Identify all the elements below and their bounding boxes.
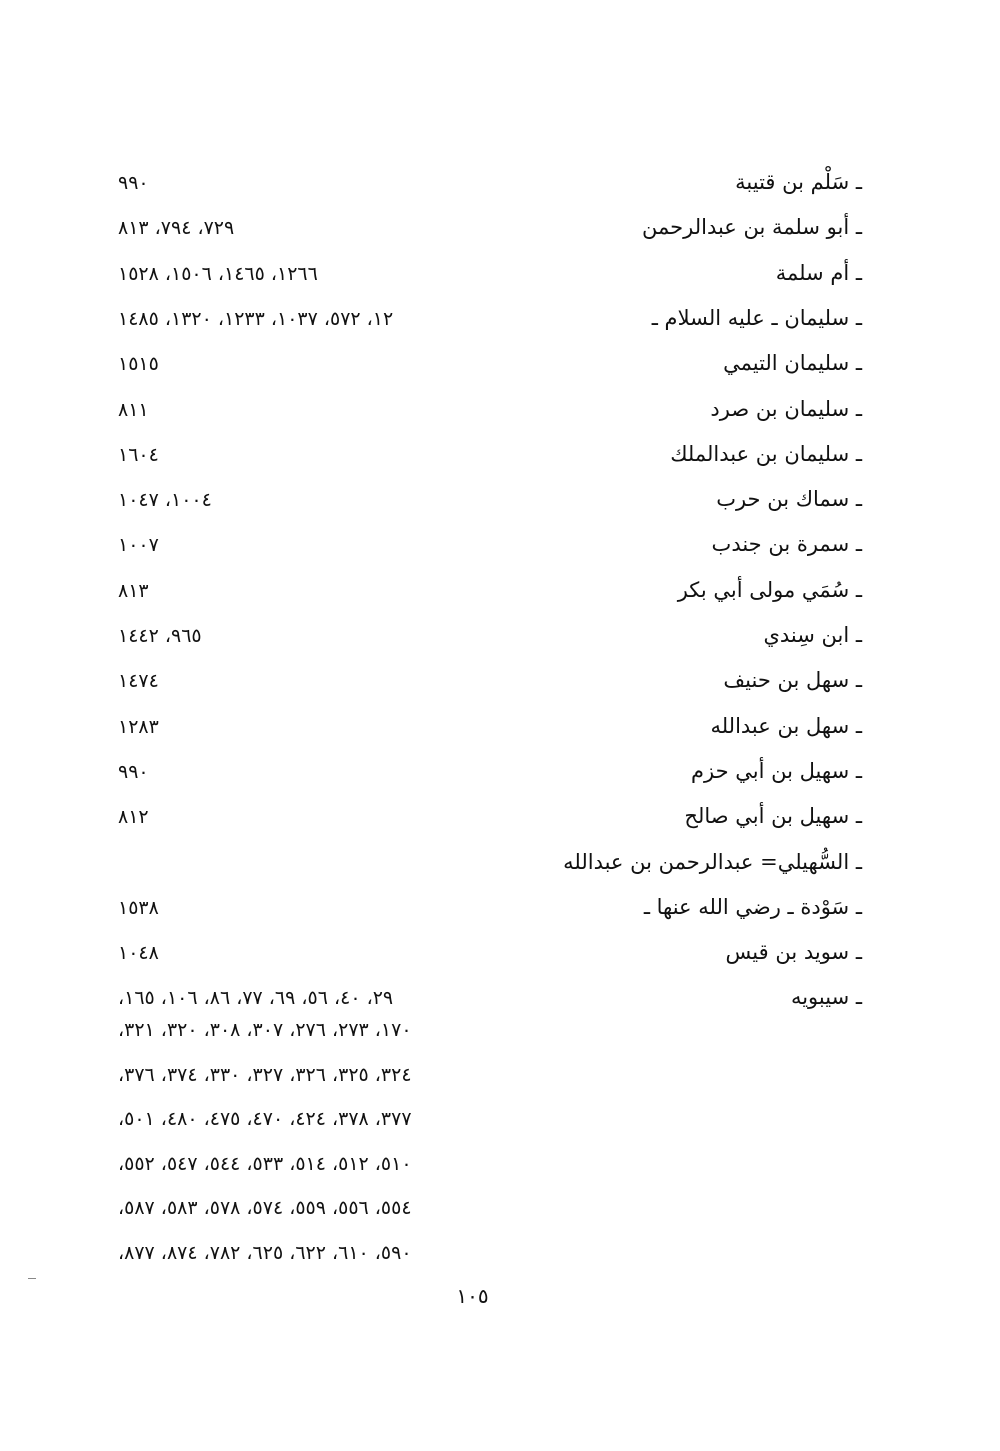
entry-pages: ٨١١ bbox=[118, 398, 149, 421]
entry-pages-continuation: ٣٢٤، ٣٢٥، ٣٢٦، ٣٢٧، ٣٣٠، ٣٧٤، ٣٧٦، bbox=[118, 1063, 412, 1086]
index-entry: ـ أبو سلمة بن عبدالرحمن ٧٢٩، ٧٩٤، ٨١٣ bbox=[0, 215, 1000, 255]
entry-name: ـ سَلْم بن قتيبة bbox=[735, 170, 862, 194]
entry-pages-continuation: ١٧٠، ٢٧٣، ٢٧٦، ٣٠٧، ٣٠٨، ٣٢٠، ٣٢١، bbox=[118, 1019, 412, 1041]
entry-name: ـ سليمان بن صرد bbox=[710, 396, 862, 421]
margin-mark bbox=[28, 1278, 36, 1279]
entry-name: ـ سليمان ـ عليه السلام ـ bbox=[651, 305, 862, 330]
entry-name: ـ سليمان بن عبدالملك bbox=[670, 441, 862, 466]
entry-name: ـ سيبويه bbox=[790, 985, 862, 1010]
entry-pages: ١٠٤٨ bbox=[118, 942, 159, 965]
index-entry: ـ سليمان التيمي ١٥١٥ bbox=[0, 351, 1000, 391]
entry-pages-continuation: ٣٧٧، ٣٧٨، ٤٢٤، ٤٧٠، ٤٧٥، ٤٨٠، ٥٠١، bbox=[118, 1108, 412, 1130]
index-entry: ـ سمرة بن جندب ١٠٠٧ bbox=[0, 532, 1000, 572]
entry-pages: ١٦٠٤ bbox=[118, 443, 159, 466]
entry-name: ـ سُمَي مولى أبي بكر bbox=[677, 577, 862, 602]
entry-name: ـ سهيل بن أبي صالح bbox=[684, 804, 862, 829]
entry-name: ـ سهيل بن أبي حزم bbox=[691, 758, 862, 783]
entry-pages: ١٢، ٥٧٢، ١٠٣٧، ١٢٣٣، ١٣٢٠، ١٤٨٥ bbox=[118, 307, 394, 330]
index-entry: ـ أم سلمة ١٢٦٦، ١٤٦٥، ١٥٠٦، ١٥٢٨ bbox=[0, 261, 1000, 301]
index-entry: ـ سويد بن قيس ١٠٤٨ bbox=[0, 940, 1000, 980]
entry-name: ـ سويد بن قيس bbox=[725, 940, 862, 965]
entry-name: ـ سهل بن عبدالله bbox=[710, 713, 862, 738]
index-entry: ـ ابن سِندي ٩٦٥، ١٤٤٢ bbox=[0, 623, 1000, 663]
index-entry: ـ سليمان بن عبدالملك ١٦٠٤ bbox=[0, 442, 1000, 482]
index-entry: ـ سيبويه ٢٩، ٤٠، ٥٦، ٦٩، ٧٧، ٨٦، ١٠٦، ١٦٥… bbox=[0, 985, 1000, 1025]
entry-pages: ٢٩، ٤٠، ٥٦، ٦٩، ٧٧، ٨٦، ١٠٦، ١٦٥، bbox=[118, 987, 394, 1010]
entry-pages: ١٤٧٤ bbox=[118, 670, 159, 693]
index-entry: ـ سَلْم بن قتيبة ٩٩٠ bbox=[0, 170, 1000, 210]
entry-name: ـ سماك بن حرب bbox=[716, 487, 862, 512]
entry-pages: ٨١٣ bbox=[118, 579, 149, 602]
index-entry: ـ سليمان ـ عليه السلام ـ ١٢، ٥٧٢، ١٠٣٧، ١… bbox=[0, 306, 1000, 346]
entry-name: ـ سَوْدة ـ رضي الله عنها ـ bbox=[643, 894, 862, 919]
index-entry: ـ سهيل بن أبي صالح ٨١٢ bbox=[0, 804, 1000, 844]
index-entry: ـ سهل بن عبدالله ١٢٨٣ bbox=[0, 714, 1000, 754]
entry-pages: ٨١٢ bbox=[118, 806, 149, 829]
index-entry: ـ سُمَي مولى أبي بكر ٨١٣ bbox=[0, 578, 1000, 618]
entry-pages: ١٢٨٣ bbox=[118, 715, 159, 738]
index-entry: ـ سماك بن حرب ١٠٠٤، ١٠٤٧ bbox=[0, 487, 1000, 527]
entry-pages: ١٥٣٨ bbox=[118, 896, 159, 919]
entry-pages: ٩٦٥، ١٤٤٢ bbox=[118, 625, 202, 647]
entry-name: ـ أبو سلمة بن عبدالرحمن bbox=[642, 215, 862, 240]
entry-pages: ٩٩٠ bbox=[118, 760, 149, 783]
index-entry: ـ سهيل بن أبي حزم ٩٩٠ bbox=[0, 759, 1000, 799]
entry-name: ـ سليمان التيمي bbox=[723, 351, 862, 376]
entry-pages: ١٥١٥ bbox=[118, 353, 159, 376]
entry-pages-continuation: ٥٥٤، ٥٥٦، ٥٥٩، ٥٧٤، ٥٧٨، ٥٨٣، ٥٨٧، bbox=[118, 1197, 412, 1219]
entry-pages: ١٢٦٦، ١٤٦٥، ١٥٠٦، ١٥٢٨ bbox=[118, 262, 318, 285]
entry-name: ـ سهل بن حنيف bbox=[723, 668, 862, 693]
index-entry: ـ سَوْدة ـ رضي الله عنها ـ ١٥٣٨ bbox=[0, 895, 1000, 935]
index-entry: ـ سليمان بن صرد ٨١١ bbox=[0, 397, 1000, 437]
index-entry: ـ السُّهيلي= عبدالرحمن بن عبدالله bbox=[0, 850, 1000, 890]
entry-pages: ١٠٠٧ bbox=[118, 534, 159, 557]
page-number: ١٠٥ bbox=[456, 1284, 489, 1308]
entry-name: ـ أم سلمة bbox=[775, 260, 862, 285]
entry-pages: ٧٢٩، ٧٩٤، ٨١٣ bbox=[118, 217, 235, 240]
entry-name: ـ السُّهيلي= عبدالرحمن بن عبدالله bbox=[563, 849, 862, 874]
entry-pages-continuation: ٥٩٠، ٦١٠، ٦٢٢، ٦٢٥، ٧٨٢، ٨٧٤، ٨٧٧، bbox=[118, 1241, 412, 1264]
entry-name: ـ ابن سِندي bbox=[763, 623, 862, 647]
entry-pages: ٩٩٠ bbox=[118, 172, 149, 194]
index-entry: ـ سهل بن حنيف ١٤٧٤ bbox=[0, 668, 1000, 708]
entry-name: ـ سمرة بن جندب bbox=[711, 532, 862, 557]
entry-pages-continuation: ٥١٠، ٥١٢، ٥١٤، ٥٣٣، ٥٤٤، ٥٤٧، ٥٥٢، bbox=[118, 1152, 412, 1175]
entry-pages: ١٠٠٤، ١٠٤٧ bbox=[118, 489, 212, 512]
